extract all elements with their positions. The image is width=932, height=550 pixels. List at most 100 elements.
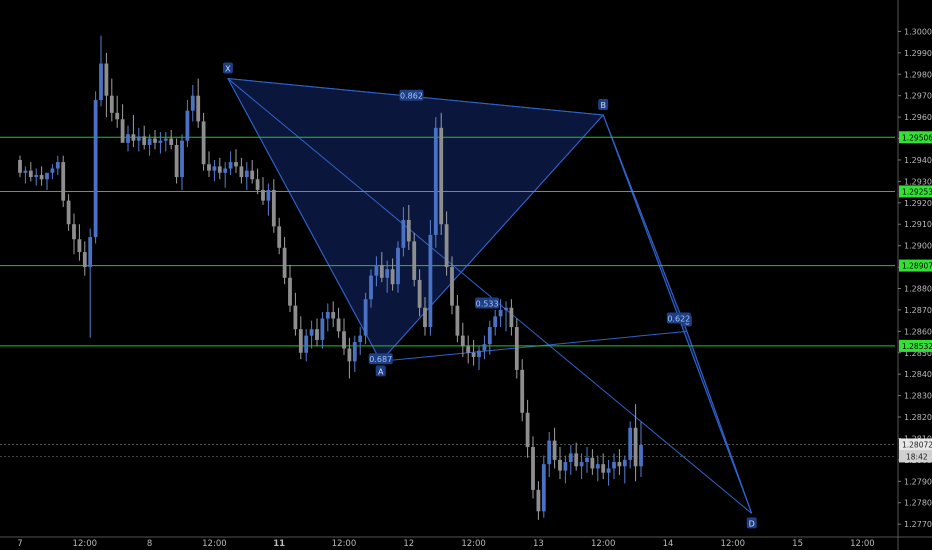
level-price-badge <box>899 185 932 198</box>
level-price-badge <box>899 339 932 352</box>
candle-body <box>536 489 541 512</box>
ratio-label-bg <box>399 89 424 101</box>
candle-body <box>352 342 357 362</box>
time-tick-label: 12:00 <box>332 539 357 549</box>
harmonic-pattern <box>227 77 753 514</box>
candle-body <box>131 134 136 141</box>
price-tick-label: 1.30000 <box>904 27 932 36</box>
ratio-label: 0.862 <box>400 92 423 101</box>
price-tick-label: 1.29700 <box>904 92 932 101</box>
candle-body <box>266 189 271 201</box>
point-label-bg <box>222 62 233 74</box>
candle-body <box>417 279 422 308</box>
time-tick-label: 12:00 <box>202 539 227 549</box>
candle-body <box>72 224 76 240</box>
candle-body <box>455 305 460 336</box>
candle-body <box>433 127 438 235</box>
candle-body <box>639 444 643 467</box>
candle-body <box>504 307 508 310</box>
candle-body <box>104 63 109 96</box>
candle-body <box>298 329 303 353</box>
pattern-leg-xa <box>227 78 382 362</box>
candle-body <box>93 99 98 238</box>
candle-body <box>336 318 341 332</box>
ratio-label: 0.533 <box>476 299 499 308</box>
price-tick-label: 1.27800 <box>904 499 932 508</box>
candle-body <box>590 457 595 469</box>
candle-body <box>304 335 309 353</box>
candle-body <box>374 264 379 276</box>
candle-body <box>147 138 152 145</box>
candle-body <box>601 464 606 473</box>
candle-body <box>563 462 568 471</box>
point-label-b: B <box>600 101 606 110</box>
candle-body <box>217 166 222 173</box>
candle-body <box>595 464 600 469</box>
price-tick-label: 1.28700 <box>904 306 932 315</box>
candle-body <box>320 318 325 340</box>
candle-body <box>66 200 71 225</box>
price-tick-label: 1.28600 <box>904 327 932 336</box>
point-label-bg <box>375 365 386 377</box>
candle-body <box>185 110 190 141</box>
candle-body <box>379 264 384 278</box>
candle-body <box>606 468 611 473</box>
candle-body <box>207 164 211 171</box>
candle-body <box>228 162 233 169</box>
candle-body <box>277 226 282 248</box>
candle-body <box>201 121 206 165</box>
ratio-label: 0.622 <box>667 314 690 323</box>
candle-body <box>347 348 352 362</box>
ratio-label: 0.687 <box>369 355 392 364</box>
candle-body <box>190 95 195 111</box>
candle-body <box>541 464 546 512</box>
price-tick-label: 1.29000 <box>904 242 932 251</box>
candle-body <box>493 316 498 328</box>
time-axis[interactable]: 7 12:00 8 12:00 11 12:00 12 12:00 13 12:00 14 12:00… <box>0 536 932 549</box>
time-tick-label: 12 <box>403 539 414 549</box>
candle-body <box>23 170 28 173</box>
candle-body <box>466 346 471 353</box>
candle-body <box>239 166 244 178</box>
candle-body <box>487 327 492 345</box>
candle-body <box>396 247 400 285</box>
candle-body <box>153 138 157 143</box>
price-tick-label: 1.29400 <box>904 156 932 165</box>
candle-body <box>55 162 60 169</box>
candle-body <box>331 312 336 319</box>
candle-body <box>244 170 249 178</box>
time-tick-label: 12:00 <box>73 539 98 549</box>
candle-body <box>412 241 417 280</box>
candle-body <box>293 305 298 330</box>
pattern-leg-ab <box>380 114 604 362</box>
countdown-label: 18:42 <box>906 452 928 461</box>
candle-body <box>126 134 130 143</box>
candle-body <box>99 63 103 100</box>
current-price-badge <box>899 438 932 451</box>
current-price-label: 1.28072 <box>902 440 932 449</box>
candles <box>18 35 643 520</box>
candle-body <box>509 307 514 328</box>
candle-body <box>558 459 562 471</box>
price-axis[interactable]: 1.30000 1.29900 1.29800 1.29700 1.29600 1.295… <box>897 0 932 550</box>
candle-body <box>120 119 125 143</box>
candle-body <box>282 247 287 278</box>
candle-body <box>369 275 373 300</box>
candle-body <box>115 112 120 120</box>
candle-body <box>180 140 184 178</box>
point-label-bg <box>598 98 609 110</box>
price-tick-label: 1.29800 <box>904 70 932 79</box>
price-tick-label: 1.28200 <box>904 413 932 422</box>
candle-body <box>390 269 395 285</box>
point-label-x: X <box>225 65 231 74</box>
time-tick-label: 8 <box>147 539 152 549</box>
candle-body <box>342 331 346 349</box>
candle-body <box>514 327 519 370</box>
candle-body <box>309 329 314 336</box>
level-price-badge <box>899 259 932 272</box>
candle-body <box>39 174 44 180</box>
candle-body <box>288 277 292 306</box>
price-tick-label: 1.28400 <box>904 370 932 379</box>
